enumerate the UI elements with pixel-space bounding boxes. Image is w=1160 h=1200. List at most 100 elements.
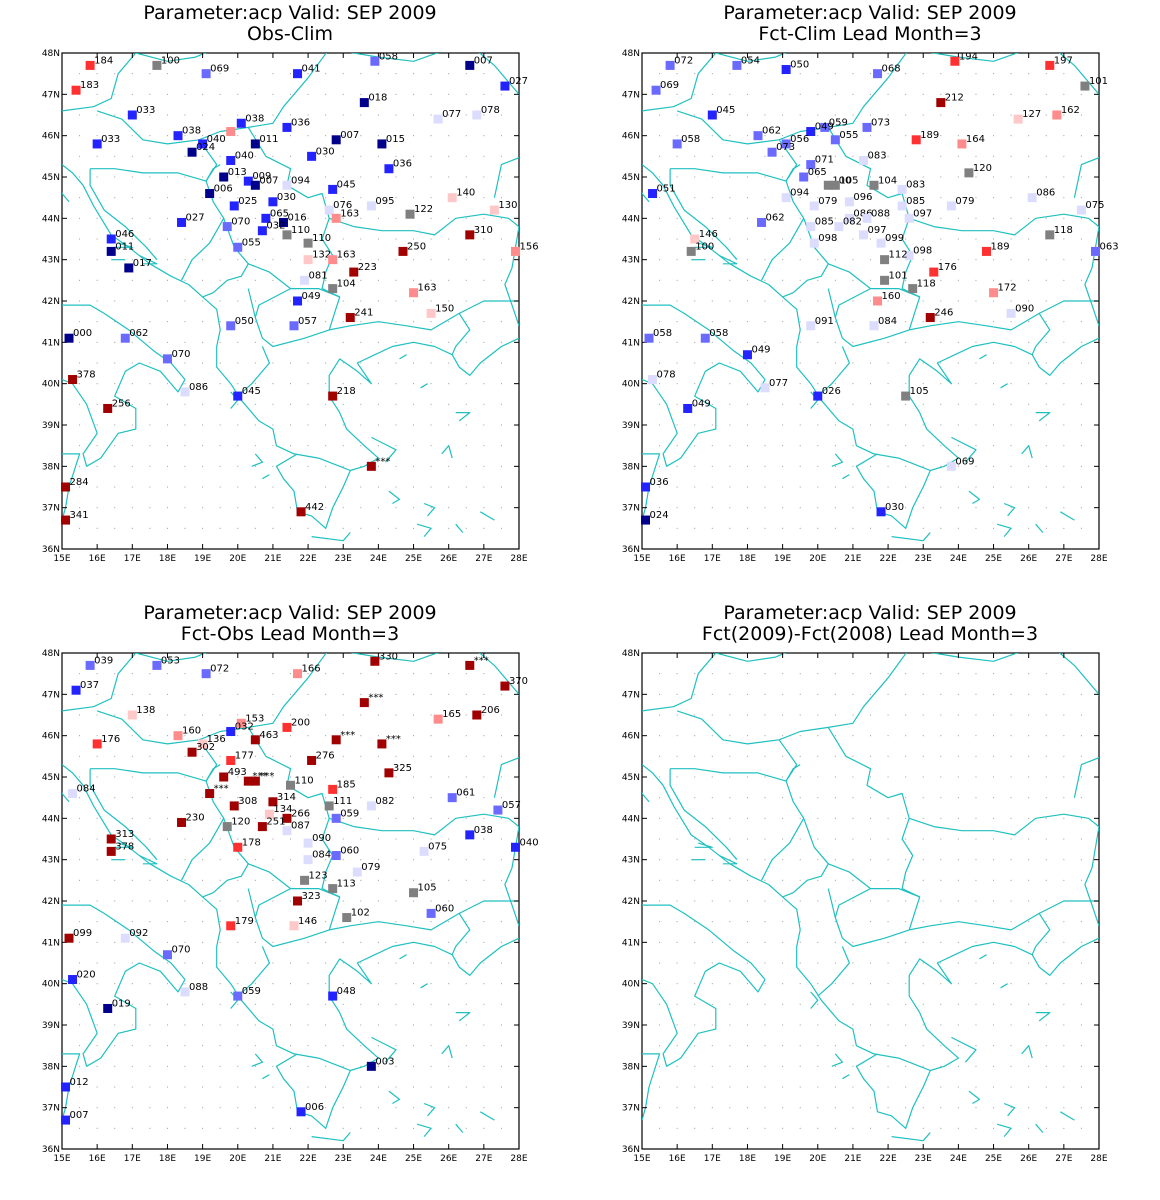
grid-dot xyxy=(764,983,766,985)
grid-dot xyxy=(272,321,274,323)
grid-dot xyxy=(149,114,151,116)
station-value-label: 058 xyxy=(379,51,398,62)
grid-dot xyxy=(149,155,151,157)
station-marker xyxy=(447,193,457,203)
grid-dot xyxy=(887,362,889,364)
grid-dot xyxy=(114,507,116,509)
grid-dot xyxy=(465,197,467,199)
grid-dot xyxy=(342,879,344,881)
station-value-label: 113 xyxy=(337,879,356,890)
grid-dot xyxy=(219,486,221,488)
grid-dot xyxy=(219,341,221,343)
grid-dot xyxy=(131,1065,133,1067)
x-tick-label: 21E xyxy=(844,554,861,564)
grid-dot xyxy=(782,341,784,343)
grid-dot xyxy=(711,1045,713,1047)
grid-dot xyxy=(1080,197,1082,199)
grid-dot xyxy=(799,693,801,695)
station-value-label: 049 xyxy=(692,398,711,409)
grid-dot xyxy=(957,1065,959,1067)
grid-dot xyxy=(79,321,81,323)
station-marker xyxy=(880,275,890,285)
grid-dot xyxy=(79,983,81,985)
grid-dot xyxy=(1010,1065,1012,1067)
station-value-label: 105 xyxy=(418,883,437,894)
grid-dot xyxy=(430,279,432,281)
station-marker xyxy=(897,184,907,194)
station-marker xyxy=(68,375,78,385)
grid-dot xyxy=(377,93,379,95)
grid-dot xyxy=(729,962,731,964)
grid-dot xyxy=(342,776,344,778)
grid-dot xyxy=(764,817,766,819)
grid-dot xyxy=(131,693,133,695)
grid-dot xyxy=(202,879,204,881)
grid-dot xyxy=(676,73,678,75)
grid-dot xyxy=(360,693,362,695)
grid-dot xyxy=(834,1065,836,1067)
grid-dot xyxy=(1063,817,1065,819)
grid-dot xyxy=(922,445,924,447)
grid-dot xyxy=(1010,114,1012,116)
island xyxy=(842,1074,850,1080)
grid-dot xyxy=(219,941,221,943)
y-tick-label: 45N xyxy=(42,173,60,183)
grid-dot xyxy=(676,983,678,985)
grid-dot xyxy=(131,1045,133,1047)
grid-dot xyxy=(272,1045,274,1047)
station-marker xyxy=(862,122,872,132)
grid-dot xyxy=(834,527,836,529)
station-value-label: 314 xyxy=(277,792,296,803)
grid-dot xyxy=(1063,507,1065,509)
station-value-label: 099 xyxy=(73,928,92,939)
grid-dot xyxy=(413,362,415,364)
grid-dot xyxy=(711,155,713,157)
grid-dot xyxy=(764,838,766,840)
grid-dot xyxy=(746,879,748,881)
grid-dot xyxy=(430,900,432,902)
x-tick-label: 18E xyxy=(159,554,176,564)
grid-dot xyxy=(1010,941,1012,943)
grid-dot xyxy=(676,279,678,281)
grid-dot xyxy=(377,445,379,447)
grid-dot xyxy=(254,879,256,881)
station-value-label: 189 xyxy=(920,130,939,141)
grid-dot xyxy=(114,1003,116,1005)
x-tick-label: 24E xyxy=(950,1154,967,1164)
grid-dot xyxy=(114,900,116,902)
grid-dot xyxy=(360,1045,362,1047)
grid-dot xyxy=(202,424,204,426)
grid-dot xyxy=(746,155,748,157)
country-border xyxy=(677,653,907,745)
grid-dot xyxy=(342,217,344,219)
station-marker xyxy=(233,242,243,252)
x-tick-label: 28E xyxy=(510,1154,527,1164)
grid-dot xyxy=(676,135,678,137)
grid-dot xyxy=(448,424,450,426)
grid-dot xyxy=(711,217,713,219)
country-border xyxy=(254,288,291,318)
grid-dot xyxy=(500,1065,502,1067)
station-value-label: 069 xyxy=(660,80,679,91)
grid-dot xyxy=(131,879,133,881)
grid-dot xyxy=(993,486,995,488)
grid-dot xyxy=(834,941,836,943)
grid-dot xyxy=(729,693,731,695)
station-marker xyxy=(409,888,419,898)
grid-dot xyxy=(957,259,959,261)
station-value-label: 256 xyxy=(112,398,131,409)
station-value-label: 036 xyxy=(393,159,412,170)
grid-dot xyxy=(377,983,379,985)
island xyxy=(114,242,133,248)
grid-dot xyxy=(834,197,836,199)
grid-dot xyxy=(993,155,995,157)
grid-dot xyxy=(887,73,889,75)
grid-dot xyxy=(1080,1065,1082,1067)
grid-dot xyxy=(676,486,678,488)
grid-dot xyxy=(764,424,766,426)
station-marker xyxy=(236,118,246,128)
grid-dot xyxy=(290,93,291,95)
station-value-label: 055 xyxy=(242,237,261,248)
grid-dot xyxy=(325,465,327,467)
grid-dot xyxy=(694,1127,696,1129)
